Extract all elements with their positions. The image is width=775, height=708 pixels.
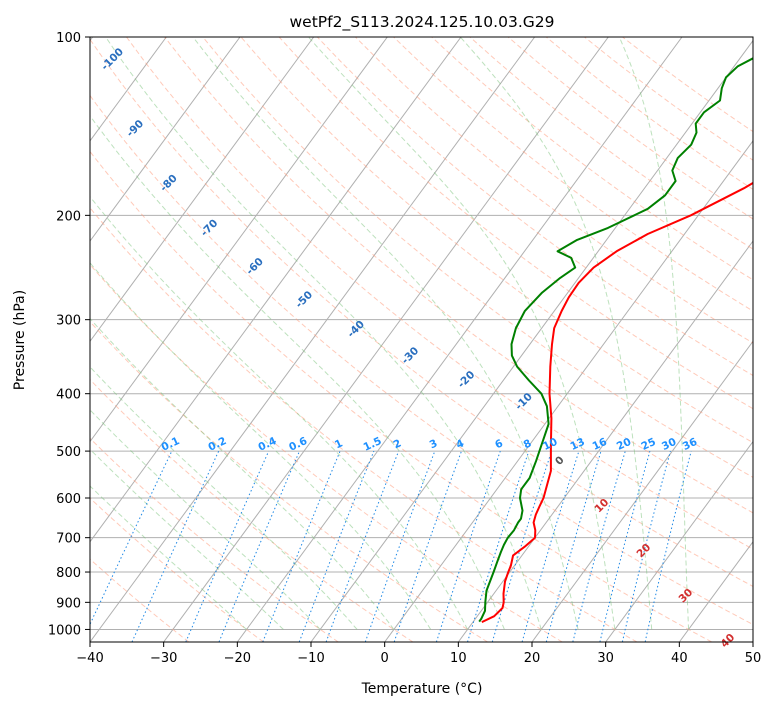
isotherm-line [90,37,241,242]
mixing-ratio-line [262,450,341,642]
y-tick-label: 900 [56,596,81,611]
mixing-ratio-line [644,450,692,642]
mixing-ratio-label: 3 [428,437,440,451]
dewpoint-profile-line [478,57,753,623]
isotherm-line [90,37,315,343]
mixing-ratio-line [218,450,300,642]
dry-adiabat-line [316,37,753,377]
x-tick-label: −20 [224,651,251,666]
mixing-ratio-label: 25 [640,436,658,453]
plot-background [90,37,753,642]
dry-adiabat-line [90,378,414,642]
moist-adiabat-line [90,317,395,630]
dry-adiabat-line [202,37,753,478]
y-tick-label: 500 [56,445,81,460]
mixing-ratio-label: 6 [493,437,505,451]
y-tick-label: 200 [56,209,81,224]
mixing-ratio-line [185,450,270,642]
mixing-ratio-line [435,450,501,642]
moist-adiabat-line [90,366,358,630]
y-tick-label: 300 [56,314,81,329]
moist-adiabat-line [90,262,432,630]
sounding-profiles [478,57,753,624]
x-tick-label: 50 [745,651,762,666]
mixing-ratio-label: 10 [541,436,559,453]
x-axis: −40 −30 −20 −10 0 10 20 30 40 50 [76,642,761,666]
x-tick-label: 40 [671,651,688,666]
mixing-ratio-line [621,450,671,642]
moist-adiabat-line [90,195,469,630]
y-tick-label: 600 [56,492,81,507]
mixing-ratio-label: 1 [333,437,345,451]
moist-adiabat-line [459,37,653,630]
x-tick-label: −40 [76,651,103,666]
isotherm-line [90,37,536,642]
x-axis-title: Temperature (°C) [361,681,483,697]
x-tick-label: −10 [297,651,324,666]
moist-adiabat-line [90,448,284,630]
isotherm-line [531,340,753,642]
mixing-ratio-label: 30 [660,436,678,453]
x-tick-label: 0 [381,651,389,666]
moist-adiabat-line [618,37,690,630]
mixing-ratio-label: 13 [568,436,586,453]
mixing-ratio-line [491,450,553,642]
y-axis: 100 200 300 400 500 600 700 800 900 1000 [48,31,90,638]
dry-adiabat-line [90,558,190,642]
x-tick-label: 30 [597,651,614,666]
mixing-ratio-label: 20 [615,436,633,453]
isotherm-line [90,37,388,443]
dry-adiabat-line [90,263,563,642]
dry-adiabat-line [90,94,753,626]
temperature-profile-line [481,181,753,624]
mixing-ratio-line [467,450,530,642]
dry-adiabat-line [90,207,638,642]
y-tick-label: 400 [56,388,81,403]
x-tick-label: 10 [450,651,467,666]
mixing-ratio-line [599,450,651,642]
isotherm-line [236,37,683,642]
mixing-ratio-label: 36 [681,436,699,453]
mixing-ratio-label: 16 [591,436,609,453]
mixing-ratio-line [364,450,436,642]
mixing-ratio-line [572,450,626,642]
isotherm-line [90,37,167,142]
mixing-ratio-line [545,450,602,642]
moist-adiabat-line [90,409,321,630]
chart-title: wetPf2_S113.2024.125.10.03.G29 [290,13,555,32]
dry-adiabat-line [164,37,753,514]
isotherm-line [605,440,753,642]
y-axis-title: Pressure (hPa) [12,290,28,390]
mixing-ratio-line [298,450,375,642]
isotherm-line [163,37,609,642]
dry-adiabat-line [126,37,753,550]
moist-adiabat-line [90,115,505,630]
y-tick-label: 700 [56,532,81,547]
plot-frame [89,36,754,643]
moist-adiabat-line [105,37,542,630]
isotherm-line [384,140,753,642]
y-tick-label: 100 [56,31,81,46]
x-tick-label: 20 [524,651,541,666]
moist-adiabat-line [192,37,579,630]
isotherm-line [310,39,753,642]
mixing-ratio-label: 4 [454,437,466,451]
x-tick-label: −30 [150,651,177,666]
dry-adiabat-line [90,150,712,642]
isotherm-line [752,641,753,642]
mixing-ratio-line [521,450,580,642]
dry-adiabat-line [90,38,753,587]
mixing-ratio-line [325,450,400,642]
mixing-ratio-label: 2 [392,437,404,451]
y-tick-label: 800 [56,566,81,581]
y-tick-label: 1000 [48,623,81,638]
moist-adiabat-line [308,37,616,630]
mixing-ratio-line [393,450,462,642]
mixing-ratio-label: 8 [522,437,534,451]
